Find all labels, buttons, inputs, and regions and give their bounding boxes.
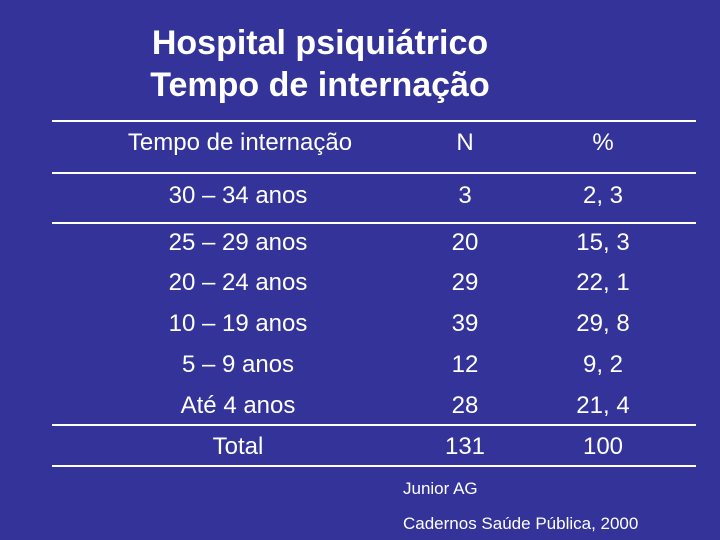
row-label: 5 – 9 anos <box>181 351 295 378</box>
row-n: 28 <box>451 392 479 419</box>
title-line-2: Tempo de internação <box>150 66 490 104</box>
footer-source: Cadernos Saúde Pública, 2000 <box>403 514 639 533</box>
row-percent: 100 <box>582 433 624 460</box>
row-percent: 22, 1 <box>576 269 630 296</box>
slide-title: Hospital psiquiátrico Tempo de internaçã… <box>0 22 720 106</box>
row-n: 20 <box>451 229 479 256</box>
row-n: 39 <box>451 310 479 337</box>
row-n: 29 <box>451 269 479 296</box>
row-n: 3 <box>458 182 472 209</box>
row-label: 20 – 24 anos <box>168 269 308 296</box>
header-top-rule <box>52 120 696 122</box>
row-n: 12 <box>451 351 479 378</box>
row-label: 30 – 34 anos <box>168 182 308 209</box>
row-percent: 21, 4 <box>576 392 630 419</box>
header-n: N <box>456 129 474 156</box>
header-bottom-rule <box>52 172 696 174</box>
row-percent: 9, 2 <box>582 351 624 378</box>
row-n: 131 <box>444 433 486 460</box>
row-separator-rule <box>52 222 696 224</box>
header-percent: % <box>592 129 614 156</box>
table-bottom-rule <box>52 465 696 467</box>
row-label: Total <box>212 433 264 460</box>
title-line-1: Hospital psiquiátrico <box>151 24 489 62</box>
footer-author: Junior AG <box>403 479 478 498</box>
row-percent: 15, 3 <box>576 229 630 256</box>
row-label: Até 4 anos <box>180 392 296 419</box>
row-label: 10 – 19 anos <box>168 310 308 337</box>
total-top-rule <box>52 424 696 426</box>
row-label: 25 – 29 anos <box>168 229 308 256</box>
row-percent: 2, 3 <box>582 182 624 209</box>
header-tempo: Tempo de internação <box>127 129 353 156</box>
row-percent: 29, 8 <box>576 310 630 337</box>
